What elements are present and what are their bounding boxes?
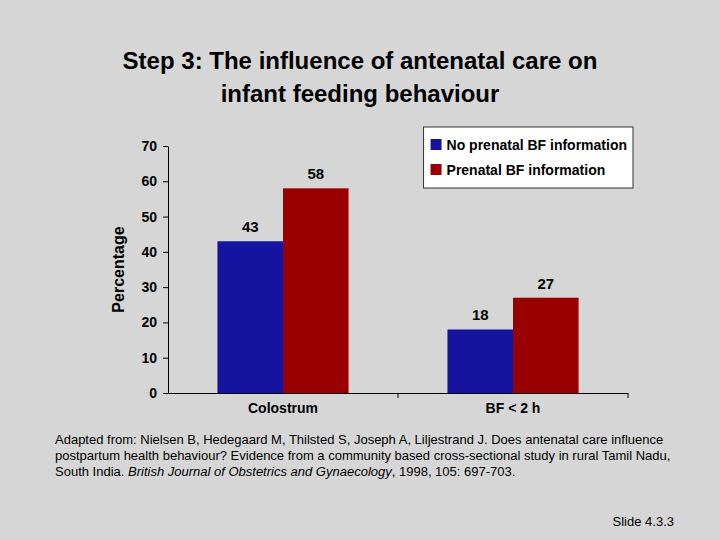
source-text: , 1998, 105: 697-703. [392,464,516,479]
x-tick-label: Colostrum [248,400,318,416]
source-note: Adapted from: Nielsen B, Hedegaard M, Th… [55,432,675,480]
bar [513,298,579,393]
x-tick: Colostrum [248,393,318,416]
y-tick: 0 [149,385,168,401]
legend-swatch [431,164,442,175]
y-tick-mark [163,217,168,218]
chart-title: Step 3: The influence of antenatal care … [95,44,625,110]
data-label: 43 [242,218,259,235]
y-tick: 20 [141,314,168,330]
y-tick-mark [163,358,168,359]
bars [217,188,578,393]
x-axis: Colostrum BF < 2 h [169,393,629,416]
legend-item: No prenatal BF information [431,137,627,153]
legend-swatch [431,139,442,150]
y-axis-line [168,147,169,394]
y-tick: 10 [141,350,168,366]
x-divider-tick [628,393,629,398]
y-tick-label: 70 [141,138,157,154]
x-divider-tick [398,393,399,398]
bar [283,188,349,393]
legend-label: No prenatal BF information [447,137,627,153]
bar [447,329,513,393]
y-tick: 40 [141,244,168,260]
y-tick: 30 [141,279,168,295]
y-tick-mark [163,146,168,147]
y-tick-label: 30 [141,279,157,295]
y-tick-label: 0 [149,385,157,401]
y-tick-mark [163,287,168,288]
y-tick-label: 50 [141,209,157,225]
data-label: 18 [472,306,489,323]
y-tick: 50 [141,209,168,225]
chart-svg: 43 18 58 27 0 10 20 30 40 50 60 70 Percentage Colostr… [0,0,720,540]
y-tick-label: 60 [141,173,157,189]
legend-box [424,127,633,188]
y-tick-label: 20 [141,314,157,330]
y-tick-mark [163,393,168,394]
x-tick-label: BF < 2 h [486,400,541,416]
slide-number: Slide 4.3.3 [613,514,674,529]
legend: No prenatal BF information Prenatal BF in… [424,127,633,188]
y-tick-label: 40 [141,244,157,260]
data-labels: 43 18 58 27 [242,165,554,323]
y-axis-title: Percentage [110,226,127,312]
y-axis: 0 10 20 30 40 50 60 70 [141,138,168,401]
y-tick-mark [163,322,168,323]
y-tick-label: 10 [141,350,157,366]
data-label: 58 [307,165,324,182]
bar [217,241,283,393]
legend-label: Prenatal BF information [447,162,606,178]
legend-item: Prenatal BF information [431,162,606,178]
y-tick-mark [163,181,168,182]
y-tick: 70 [141,138,168,154]
y-tick-mark [163,252,168,253]
y-tick: 60 [141,173,168,189]
data-label: 27 [537,275,554,292]
source-journal: British Journal of Obstetrics and Gynaec… [128,464,392,479]
x-tick: BF < 2 h [486,393,541,416]
